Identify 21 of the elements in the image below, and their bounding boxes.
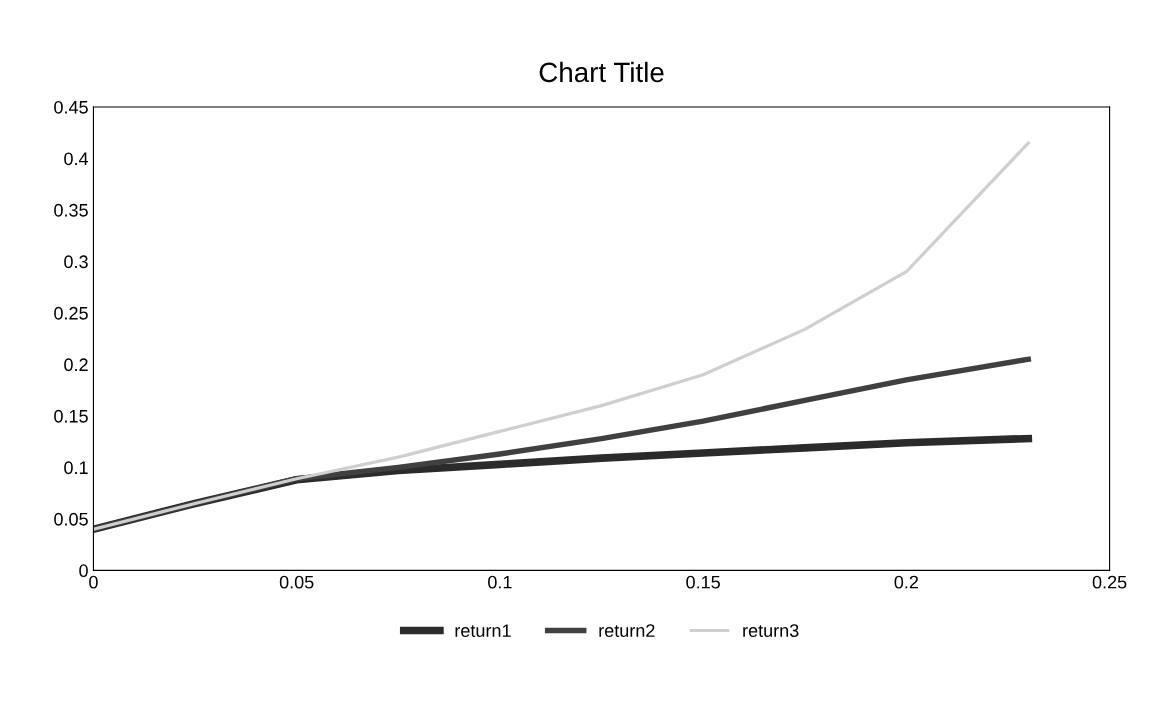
x-tick-label: 0.05 [279, 575, 314, 589]
chart-title: Chart Title [539, 61, 664, 83]
y-tick-label: 0.45 [54, 100, 88, 114]
y-tick-label: 0.1 [64, 461, 88, 475]
y-tick-label: 0.4 [64, 152, 89, 166]
y-tick-label: 0.35 [54, 203, 88, 217]
x-tick-label: 0 [89, 575, 98, 589]
y-tick-label: 0.25 [54, 306, 88, 320]
legend-label: return2 [599, 624, 655, 637]
x-tick-label: 0.15 [686, 575, 720, 589]
x-tick-label: 0.25 [1092, 575, 1127, 589]
line-series [93, 141, 1030, 531]
y-tick-label: 0.05 [54, 512, 88, 526]
y-tick-label: 0.3 [64, 255, 88, 269]
legend-label: return3 [743, 624, 799, 637]
legend-label: return1 [455, 624, 511, 637]
x-tick-label: 0.1 [488, 575, 512, 589]
y-tick-label: 0.2 [64, 358, 88, 372]
y-tick-label: 0 [79, 564, 88, 578]
x-tick-label: 0.2 [894, 575, 919, 589]
y-tick-label: 0.15 [54, 409, 88, 423]
